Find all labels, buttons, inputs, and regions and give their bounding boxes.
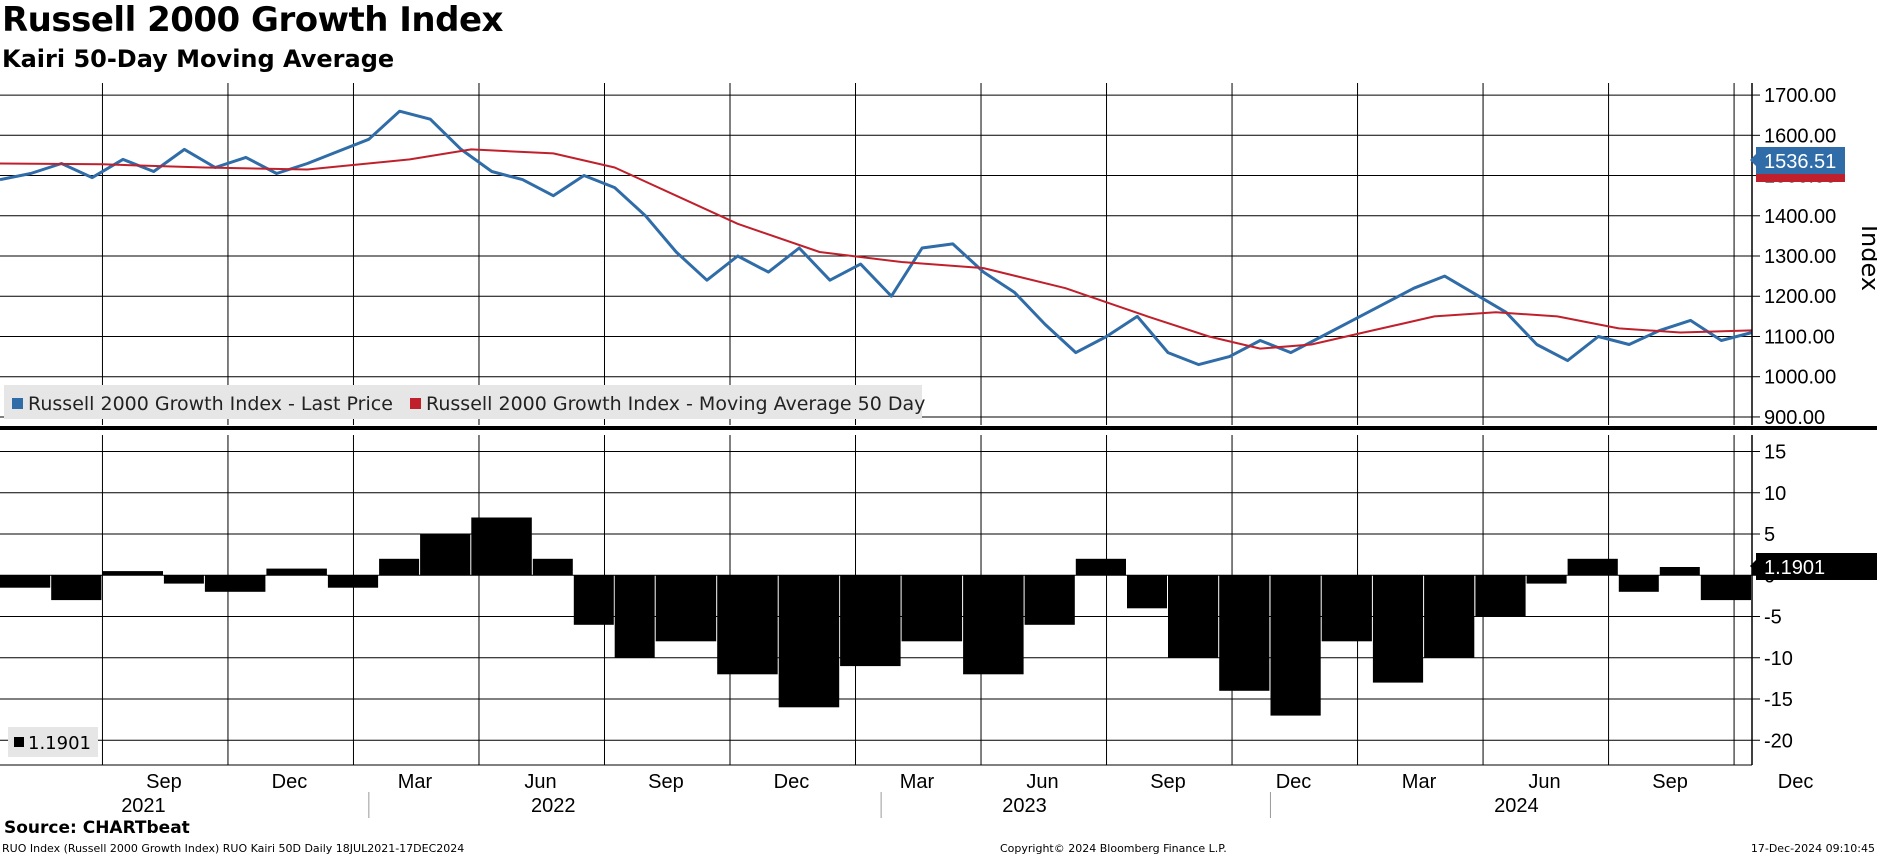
x-month-label-8: Sep	[1150, 771, 1186, 793]
x-month-label-7: Jun	[1026, 771, 1058, 793]
kairi-value-text: 1.1901	[1764, 557, 1825, 579]
kairi-bar-16	[840, 575, 901, 667]
kairi-bar-29	[1526, 575, 1567, 584]
y-axis-label: Index	[1856, 225, 1877, 291]
price-value-text: 1536.51	[1764, 151, 1836, 173]
x-axis: Sep Dec Mar Jun Sep Dec Mar Jun Sep Dec Mar Jun Sep D…	[0, 764, 1814, 818]
top-grid	[0, 83, 1752, 425]
price-line	[0, 109, 1753, 367]
top-tick-label-5: 1200.00	[1764, 286, 1836, 308]
bottom-tick-label-2: 5	[1764, 524, 1775, 546]
kairi-bar-17	[901, 575, 963, 642]
bottom-tick-label-7: -20	[1764, 730, 1793, 752]
price-badge-pointer	[1750, 154, 1756, 166]
price-value-badge	[1756, 147, 1845, 174]
kairi-bar-4	[204, 575, 266, 592]
kairi-bar-23	[1219, 575, 1270, 691]
kairi-bar-10	[532, 558, 573, 576]
kairi-bar-19	[1024, 575, 1075, 625]
bottom-tick-label-6: -15	[1764, 689, 1793, 711]
kairi-bar-12	[614, 575, 655, 658]
footer-timestamp: 17-Dec-2024 09:10:45	[1750, 842, 1875, 855]
kairi-bar-14	[717, 575, 778, 675]
kairi-bar-5	[266, 568, 327, 576]
top-tick-label-6: 1100.00	[1764, 326, 1835, 348]
x-month-label-12: Sep	[1652, 771, 1688, 793]
legend-ma-label: Russell 2000 Growth Index - Moving Avera…	[426, 393, 925, 415]
top-tick-label-1: 1600.00	[1764, 125, 1836, 147]
x-month-label-6: Mar	[900, 771, 935, 793]
top-tick-label-0: 1700.00	[1764, 85, 1836, 107]
legend-price-label: Russell 2000 Growth Index - Last Price	[28, 393, 393, 415]
kairi-bar-2	[102, 571, 163, 576]
kairi-bar-24	[1270, 575, 1321, 716]
x-month-label-9: Dec	[1276, 771, 1312, 793]
kairi-bar-7	[379, 558, 420, 576]
kairi-bar-0	[0, 575, 51, 588]
top-series	[0, 109, 1753, 367]
kairi-value-badge	[1756, 553, 1877, 580]
bottom-tick-label-5: -10	[1764, 648, 1793, 670]
bottom-kairi-axis: 151050-5-10-15-20	[1751, 435, 1793, 765]
x-year-label-1: 2022	[531, 795, 576, 817]
footer-copyright: Copyright© 2024 Bloomberg Finance L.P.	[1000, 842, 1227, 855]
panel-separator	[0, 426, 1877, 430]
kairi-bar-31	[1618, 575, 1659, 592]
chart-subtitle: Kairi 50-Day Moving Average	[2, 45, 395, 73]
legend-ma-swatch	[410, 398, 421, 409]
x-month-label-0: Sep	[146, 771, 182, 793]
legend-background	[4, 385, 922, 419]
kairi-bar-9	[471, 517, 532, 576]
kairi-bar-6	[327, 575, 379, 588]
top-tick-label-7: 1000.00	[1764, 367, 1836, 389]
kairi-bar-28	[1475, 575, 1526, 617]
x-year-label-3: 2024	[1494, 795, 1539, 817]
kairi-badge-pointer	[1750, 560, 1756, 572]
bottom-tick-label-1: 10	[1764, 483, 1786, 505]
top-price-axis: 1700.001600.001500.001400.001300.001200.…	[1751, 83, 1836, 429]
kairi-bar-25	[1321, 575, 1372, 642]
kairi-bar-11	[573, 575, 614, 625]
kairi-bar-15	[778, 575, 840, 708]
x-month-label-11: Jun	[1528, 771, 1560, 793]
bottom-tick-label-4: -5	[1764, 607, 1782, 629]
x-month-label-2: Mar	[398, 771, 433, 793]
x-month-label-13: Dec	[1778, 771, 1814, 793]
legend-price-swatch	[12, 398, 23, 409]
source-label: Source: CHARTbeat	[4, 818, 190, 838]
bottom-grid	[0, 435, 1752, 765]
chart-title: Russell 2000 Growth Index	[2, 0, 503, 40]
x-month-label-4: Sep	[648, 771, 684, 793]
kairi-bar-13	[655, 575, 717, 642]
kairi-bar-33	[1700, 575, 1751, 601]
kairi-bar-1	[51, 575, 102, 601]
x-month-label-1: Dec	[272, 771, 308, 793]
kairi-bar-32	[1659, 567, 1700, 576]
kairi-bar-27	[1424, 575, 1475, 658]
x-month-label-10: Mar	[1402, 771, 1437, 793]
top-tick-label-3: 1400.00	[1764, 206, 1836, 228]
bottom-tick-label-0: 15	[1764, 442, 1786, 464]
kairi-bar-26	[1372, 575, 1424, 683]
legend-kairi-label: 1.1901	[28, 733, 91, 754]
ma-value-badge	[1756, 174, 1845, 182]
top-tick-label-8: 900.00	[1764, 407, 1825, 429]
x-year-label-2: 2023	[1002, 795, 1047, 817]
ma-line	[0, 148, 1753, 350]
kairi-bar-3	[163, 575, 204, 584]
kairi-bar-21	[1127, 575, 1167, 609]
kairi-bar-30	[1567, 558, 1618, 576]
legend-kairi-swatch	[14, 737, 24, 747]
kairi-bar-18	[963, 575, 1024, 675]
kairi-bar-20	[1075, 558, 1126, 576]
footer-ticker-info: RUO Index (Russell 2000 Growth Index) RU…	[2, 842, 465, 855]
x-year-label-0: 2021	[121, 795, 166, 817]
top-tick-label-4: 1300.00	[1764, 246, 1836, 268]
x-month-label-5: Dec	[774, 771, 810, 793]
kairi-bar-22	[1168, 575, 1219, 658]
kairi-bar-8	[420, 534, 471, 576]
kairi-bars	[0, 517, 1776, 716]
x-month-label-3: Jun	[524, 771, 556, 793]
